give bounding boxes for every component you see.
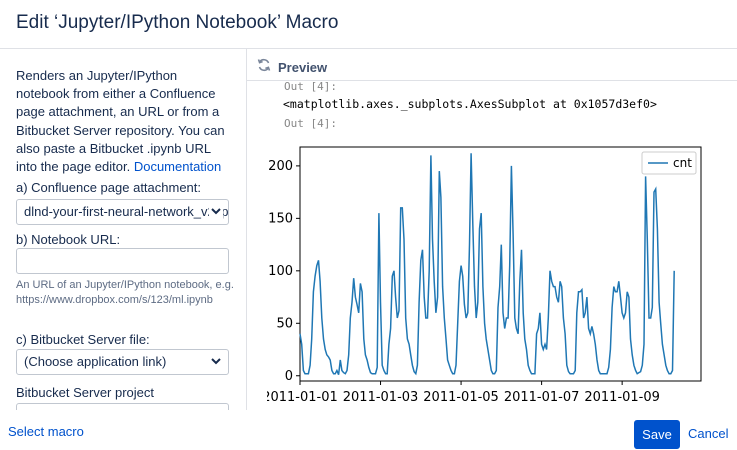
y-tick-label: 150 <box>268 211 293 226</box>
bitbucket-project-select[interactable] <box>16 403 229 410</box>
preview-panel: Preview Out [4]: <matplotlib.axes._subpl… <box>247 49 737 410</box>
series-line-cnt <box>299 153 675 376</box>
select-macro-link[interactable]: Select macro <box>8 424 84 439</box>
documentation-link[interactable]: Documentation <box>133 159 222 175</box>
x-tick-label: 2011-01-01 <box>267 390 338 405</box>
attachment-label: a) Confluence page attachment: <box>16 180 202 195</box>
notebook-url-input[interactable] <box>16 248 229 274</box>
output-repr: <matplotlib.axes._subplots.AxesSubplot a… <box>283 97 657 111</box>
refresh-icon[interactable] <box>257 58 271 77</box>
dialog-title: Edit ‘Jupyter/IPython Notebook’ Macro <box>16 12 339 33</box>
attachment-select[interactable]: dlnd-your-first-neural-network_v2.ipynb <box>16 199 229 225</box>
output-prompt: Out [4]: <box>284 117 337 130</box>
bitbucket-file-select-value: (Choose application link) <box>24 354 167 369</box>
preview-divider <box>247 80 737 81</box>
legend-box <box>641 151 697 175</box>
preview-title: Preview <box>278 59 328 75</box>
x-tick-label: 2011-01-03 <box>343 390 419 405</box>
bitbucket-file-label: c) Bitbucket Server file: <box>16 332 150 347</box>
output-prompt: Out [4]: <box>284 80 337 93</box>
chevron-down-icon <box>209 200 223 224</box>
legend-label: cnt <box>673 156 692 170</box>
bitbucket-project-label: Bitbucket Server project <box>16 385 155 400</box>
macro-description: Renders an Jupyter/IPython notebook from… <box>16 68 225 175</box>
plot-frame <box>299 146 702 382</box>
bitbucket-file-select[interactable]: (Choose application link) <box>16 349 229 375</box>
url-label: b) Notebook URL: <box>16 232 121 247</box>
preview-header: Preview <box>257 55 327 79</box>
macro-parameters-panel: Renders an Jupyter/IPython notebook from… <box>0 49 247 410</box>
y-tick-label: 50 <box>276 316 293 331</box>
cancel-button[interactable]: Cancel <box>688 426 729 441</box>
y-tick-label: 100 <box>268 264 293 279</box>
dialog-header: Edit ‘Jupyter/IPython Notebook’ Macro <box>0 0 737 49</box>
line-chart: 0 50 100 150 200 2011-01-01 2011-01-03 2011-01-… <box>267 146 702 405</box>
url-help-text: An URL of an Jupyter/IPython notebook, e… <box>16 279 234 306</box>
save-button[interactable]: Save <box>634 420 680 449</box>
x-tick-label: 2011-01-05 <box>423 390 499 405</box>
attachment-select-value: dlnd-your-first-neural-network_v2.ipynb <box>24 204 229 219</box>
x-tick-label: 2011-01-07 <box>504 390 580 405</box>
chevron-down-icon <box>209 350 223 374</box>
x-tick-label: 2011-01-09 <box>584 390 660 405</box>
dialog-footer: Select macro Save Cancel <box>0 410 737 450</box>
y-tick-label: 200 <box>268 159 293 174</box>
y-tick-label: 0 <box>285 369 293 384</box>
